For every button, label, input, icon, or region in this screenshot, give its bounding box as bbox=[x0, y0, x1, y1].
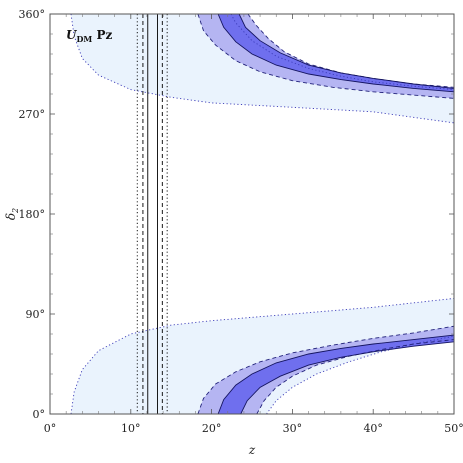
y-axis-title-group: δ2 bbox=[4, 208, 20, 220]
x-tick-label: 40° bbox=[363, 422, 383, 435]
y-axis-title: δ2 bbox=[4, 208, 20, 220]
region-edge-inner-upper-0 bbox=[217, 13, 455, 93]
x-tick-label: 20° bbox=[202, 422, 222, 435]
x-tick-label: 10° bbox=[121, 422, 141, 435]
annotation-label: UDM Pz bbox=[66, 28, 112, 44]
ticks-layer: 0° 10° 20° 30° 40° 50° 0° 90° 180° 270° 360° bbox=[19, 8, 463, 435]
region-middle-upper bbox=[197, 14, 454, 99]
region-middle-lower bbox=[197, 326, 454, 414]
x-tick-label: 0° bbox=[44, 422, 57, 435]
region-edges-layer bbox=[70, 13, 455, 415]
vertical-lines-layer bbox=[136, 14, 168, 414]
region-edge-inner-lower-0 bbox=[217, 334, 455, 415]
x-tick-label: 30° bbox=[283, 422, 303, 435]
x-axis-title: z bbox=[248, 443, 256, 457]
y-tick-label: 0° bbox=[33, 408, 46, 421]
y-axis-title-main: δ bbox=[4, 213, 18, 220]
region-edge-middle-upper-1 bbox=[247, 13, 455, 88]
annotation-tail: Pz bbox=[92, 28, 112, 42]
region-edge-outer-upper-1 bbox=[230, 13, 455, 91]
region-edge-inner-upper-1 bbox=[238, 13, 455, 89]
annotation-subscript: DM bbox=[76, 34, 92, 44]
region-edge-middle-lower-1 bbox=[256, 339, 455, 415]
y-tick-label: 270° bbox=[19, 108, 46, 121]
region-edge-inner-lower-1 bbox=[240, 341, 455, 415]
region-edge-middle-upper-0 bbox=[197, 13, 455, 99]
region-inner-lower bbox=[218, 335, 454, 414]
y-tick-label: 180° bbox=[19, 208, 46, 221]
regions-layer bbox=[71, 14, 454, 414]
y-axis-title-subscript: 2 bbox=[11, 208, 20, 214]
x-tick-label: 50° bbox=[444, 422, 463, 435]
y-tick-label: 90° bbox=[26, 308, 46, 321]
y-tick-label: 360° bbox=[19, 8, 46, 21]
region-inner-upper bbox=[218, 14, 454, 92]
annotation-main: U bbox=[66, 28, 78, 42]
